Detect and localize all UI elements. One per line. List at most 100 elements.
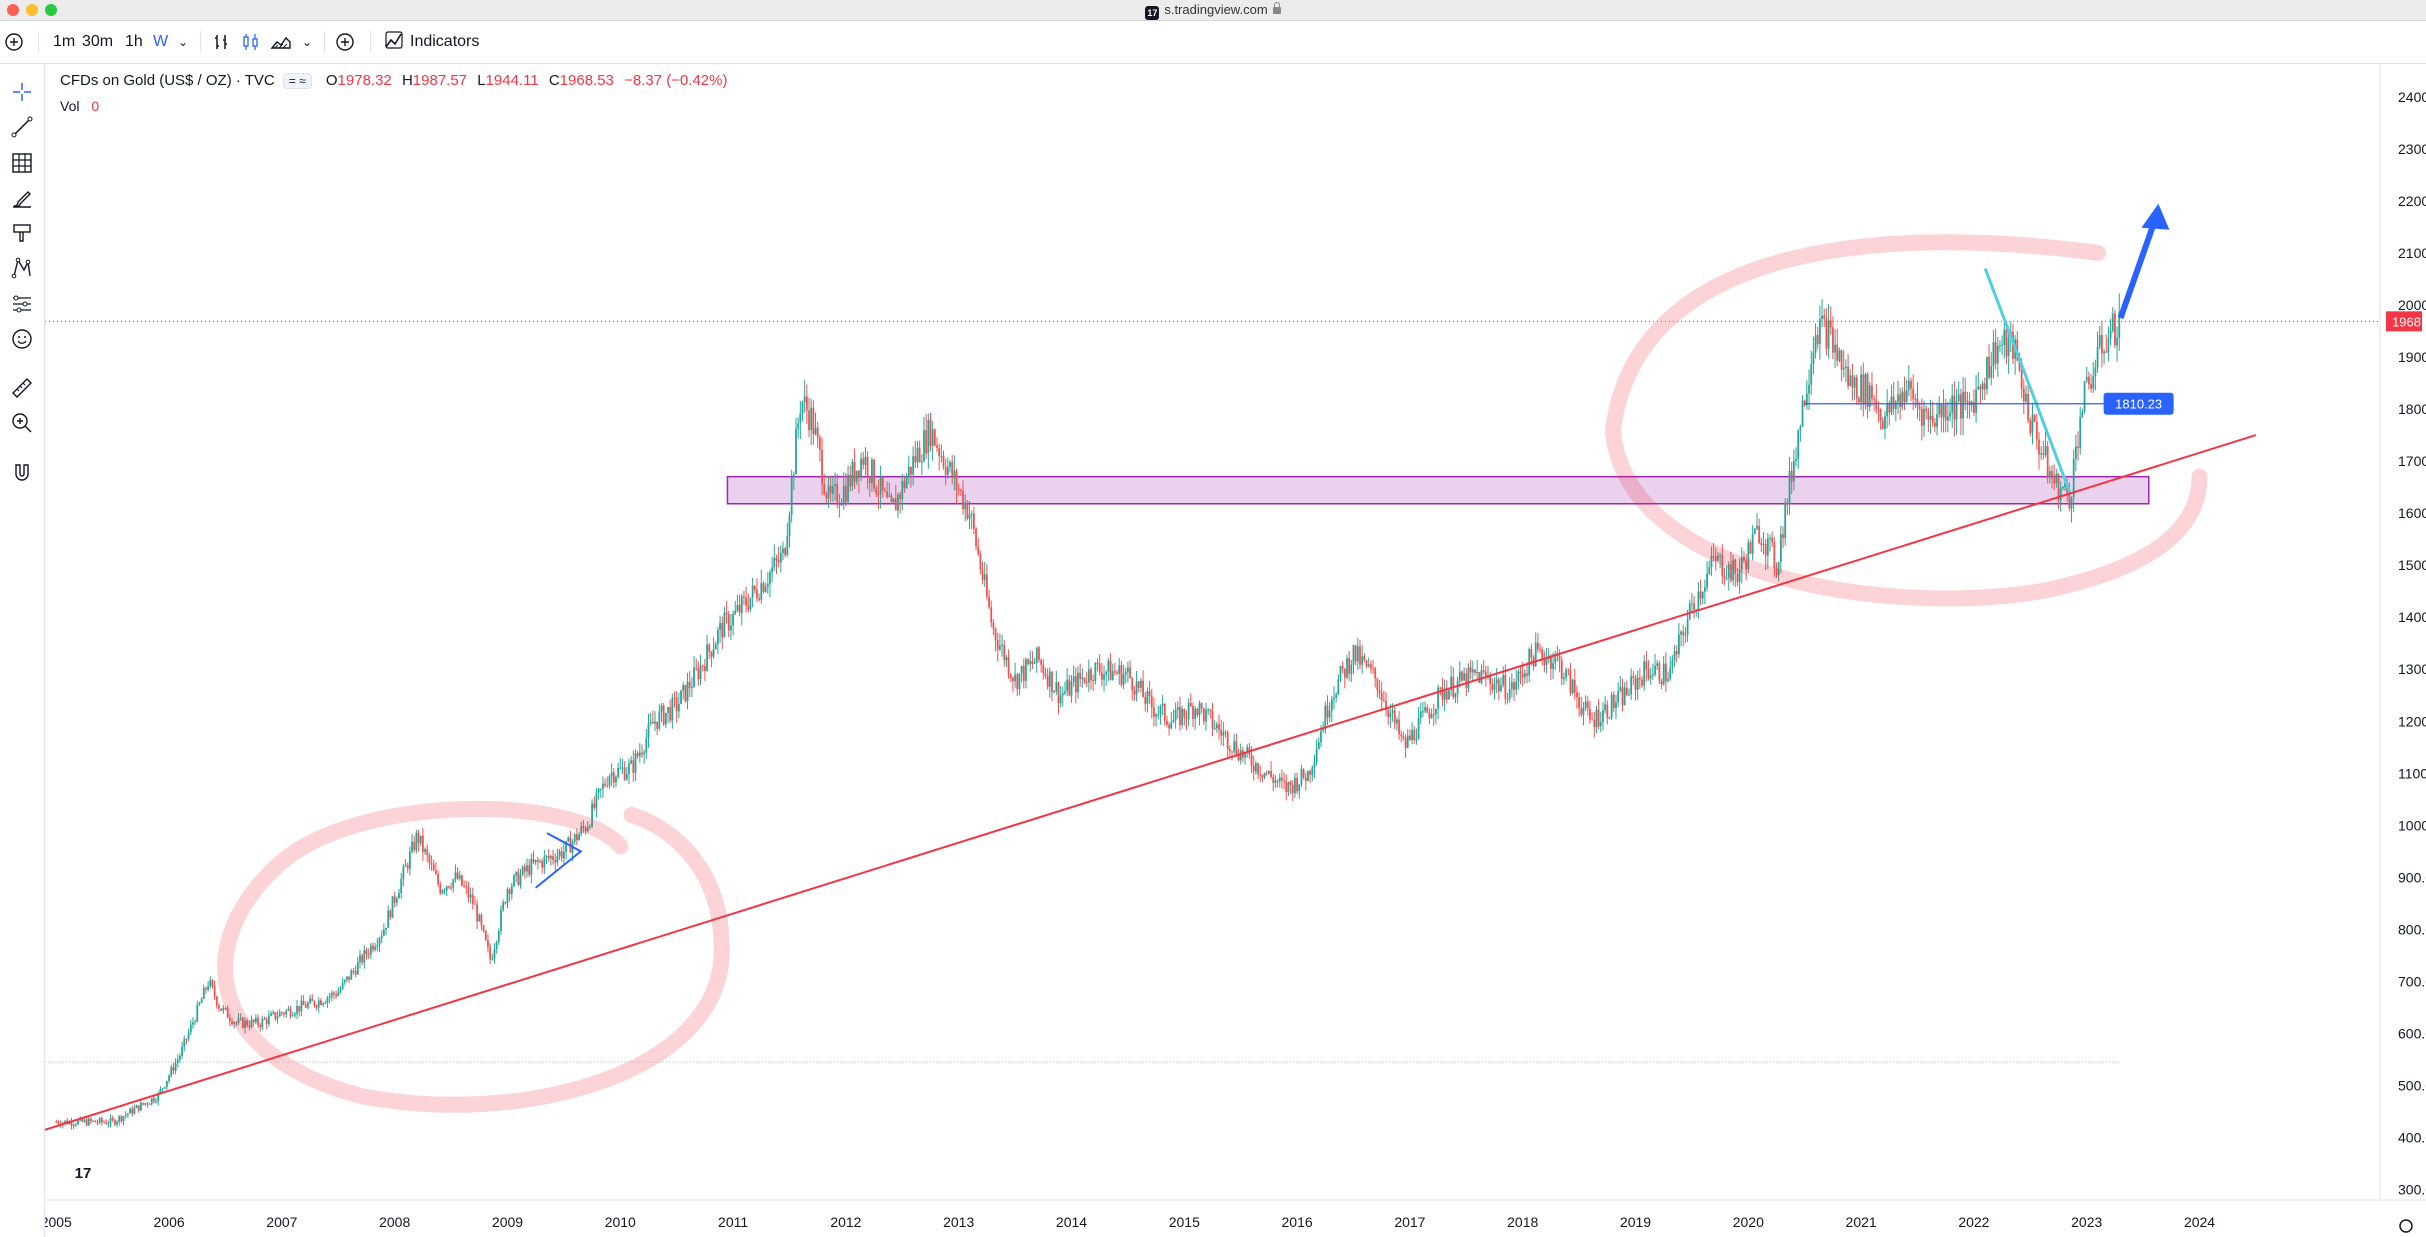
plus-circle-icon <box>336 33 354 51</box>
candle-body <box>1270 770 1272 777</box>
candle-body <box>756 589 758 599</box>
brush-tool[interactable] <box>8 184 36 212</box>
interval-w[interactable]: W <box>153 33 169 50</box>
candle-body <box>493 949 496 959</box>
drawing-toolbar <box>0 64 45 1237</box>
candle-body <box>1990 365 1993 378</box>
candle-body <box>1081 677 1084 680</box>
candle-body <box>2064 483 2066 488</box>
address-bar[interactable]: 17 s.tradingview.com <box>0 2 2426 20</box>
interval-dropdown-chevron-icon[interactable]: ⌄ <box>178 35 189 49</box>
candle-body <box>580 826 583 835</box>
candle-body <box>643 752 646 755</box>
candle-body <box>994 628 997 641</box>
candle-body <box>1207 709 1210 711</box>
candle-body <box>816 427 819 438</box>
candle-body <box>1610 694 1613 718</box>
candle-body <box>1122 674 1125 685</box>
area-chart-type-button[interactable] <box>270 29 292 55</box>
interval-1h[interactable]: 1h <box>125 33 143 50</box>
candle-body <box>1810 364 1813 385</box>
candles-chart-type-button[interactable] <box>241 29 261 55</box>
candle-body <box>1591 719 1594 721</box>
downtrend-line[interactable] <box>1983 268 2072 493</box>
emoji-tool[interactable] <box>8 325 36 353</box>
candle-body <box>1012 677 1014 682</box>
candle-body <box>1126 667 1129 672</box>
symbol-title[interactable]: CFDs on Gold (US$ / OZ) · TVC <box>60 72 275 89</box>
candle-body <box>1617 690 1620 703</box>
candle-body <box>981 569 984 580</box>
minimize-window-button[interactable] <box>26 4 38 16</box>
candle-body <box>315 1005 318 1008</box>
candle-body <box>346 976 348 980</box>
maximize-window-button[interactable] <box>45 4 57 16</box>
marked-level-label[interactable] <box>2103 392 2174 415</box>
last-price-tag[interactable] <box>2386 311 2422 332</box>
chart-type-dropdown-chevron-icon[interactable]: ⌄ <box>302 35 313 49</box>
price-axis-background[interactable] <box>2380 64 2426 1237</box>
candle-body <box>799 413 802 424</box>
candle-body <box>92 1120 95 1122</box>
bar-chart-type-button[interactable] <box>212 29 232 55</box>
candle-body <box>1959 394 1962 419</box>
forecast-tool[interactable] <box>8 290 36 318</box>
candle-body <box>1751 534 1754 554</box>
ruler-tool[interactable] <box>8 374 36 402</box>
bullish-arrow-shaft[interactable] <box>2117 220 2158 319</box>
candle-body <box>844 485 847 502</box>
crosshair-tool[interactable] <box>8 78 36 106</box>
support-zone-rectangle[interactable] <box>726 475 2150 505</box>
interval-30m[interactable]: 30m <box>82 33 114 50</box>
price-tick-label: 2000.00 <box>2398 297 2426 313</box>
add-symbol-button[interactable] <box>4 29 24 55</box>
candle-body <box>300 1000 303 1012</box>
candle-body <box>628 763 630 775</box>
wedge-pattern-lines[interactable] <box>535 832 583 889</box>
candle-body <box>198 1002 201 1005</box>
candle-body <box>439 884 442 894</box>
time-tick-label: 2023 <box>2071 1214 2102 1230</box>
bullish-arrow-head-icon[interactable] <box>2141 203 2170 230</box>
compare-symbol-button[interactable] <box>335 29 355 55</box>
close-window-button[interactable] <box>7 4 19 16</box>
pattern-tool[interactable] <box>8 254 36 282</box>
candle-body <box>367 954 370 956</box>
candle-body <box>2103 351 2105 354</box>
candle-body <box>1853 377 1856 388</box>
candle-body <box>419 835 422 844</box>
text-icon <box>13 224 31 242</box>
candle-body <box>94 1120 97 1123</box>
highlight-circle-2021[interactable] <box>1604 234 2208 607</box>
tradingview-logo[interactable]: 17 <box>68 1163 98 1185</box>
long-term-trendline[interactable] <box>45 434 2257 1131</box>
candle-body <box>944 466 947 475</box>
candle-body <box>619 767 622 769</box>
fib-tool[interactable] <box>8 149 36 177</box>
candle-body <box>1786 502 1789 505</box>
candle-body <box>1057 682 1060 704</box>
candle-body <box>745 597 748 606</box>
candle-body <box>656 721 659 729</box>
zoom-in-tool[interactable] <box>8 409 36 437</box>
interval-1m[interactable]: 1m <box>53 33 76 50</box>
price-chart[interactable]: 2400.00 2300.00 2200.00 2100.00 2000.00 1900.… <box>45 64 2426 1237</box>
settings-gear-icon[interactable] <box>2399 1219 2413 1233</box>
candle-body <box>567 837 570 842</box>
candle-body <box>1823 315 1826 319</box>
highlight-circle-2008[interactable] <box>217 800 730 1113</box>
candle-body <box>1027 659 1030 665</box>
candle-body <box>103 1121 105 1123</box>
candle-body <box>823 483 826 494</box>
trendline-tool[interactable] <box>8 113 36 141</box>
forecast-icon <box>13 295 31 313</box>
candle-body <box>120 1116 123 1122</box>
text-tool[interactable] <box>8 219 36 247</box>
symbol-badge[interactable]: = ≈ <box>282 73 312 89</box>
candle-body <box>1515 681 1518 690</box>
candle-body <box>1981 383 1984 390</box>
candle-body <box>1634 678 1637 690</box>
candle-body <box>105 1122 108 1125</box>
magnet-tool[interactable] <box>8 459 36 487</box>
indicators-button[interactable]: Indicators <box>384 29 479 55</box>
